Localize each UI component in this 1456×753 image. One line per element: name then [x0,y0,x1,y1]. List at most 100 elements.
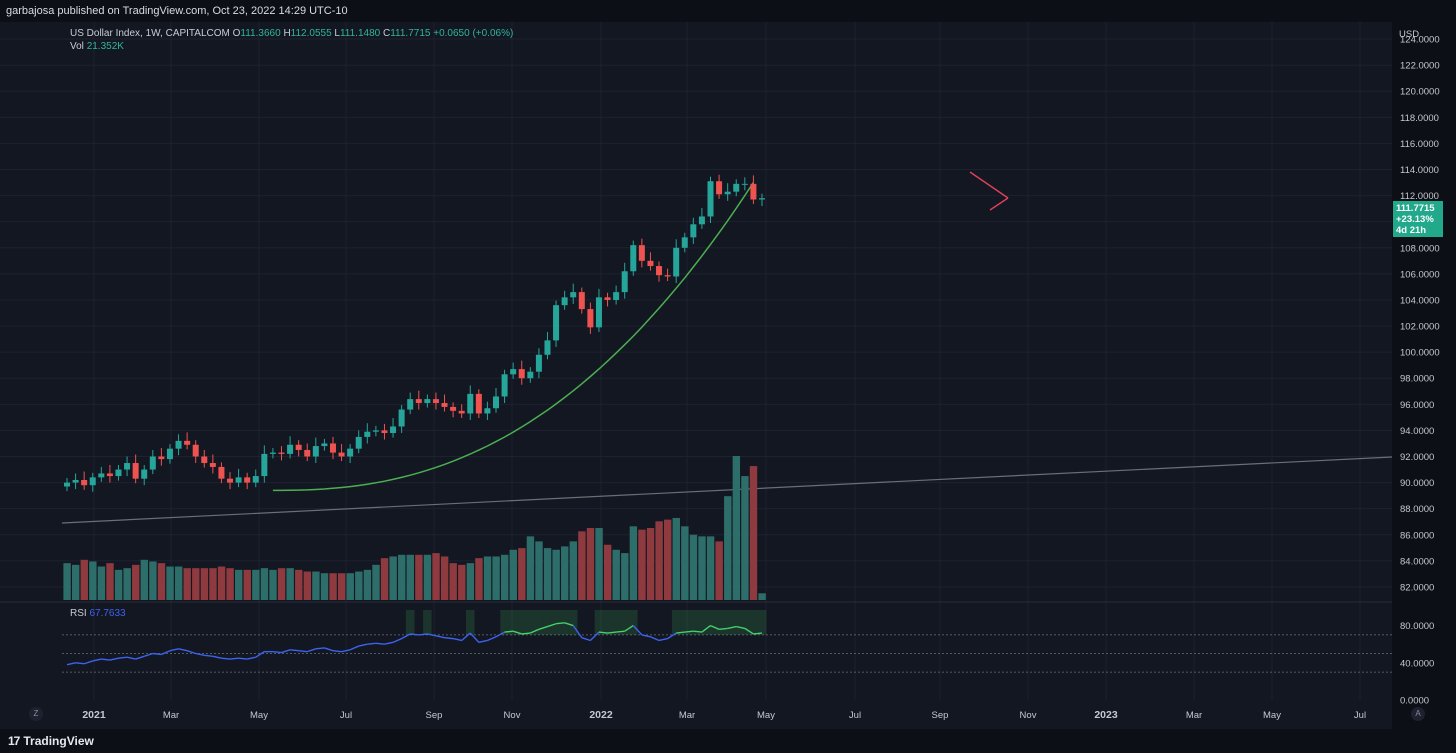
volume-bar [406,554,414,600]
support-curve-line [272,182,755,492]
candle-body [149,456,156,470]
rsi-segment [693,630,702,633]
candle-body [347,448,354,457]
candle-body [89,477,96,486]
candle-body [664,275,671,277]
price-tick-label: 112.0000 [1400,191,1439,202]
rsi-overbought-fill [740,610,750,635]
trend-line[interactable] [61,456,1393,524]
rsi-segment [427,633,437,637]
volume-bar [758,593,766,600]
price-tick-label: 94.0000 [1400,426,1434,437]
candle-body [252,476,259,483]
chart-background [0,22,1392,729]
volume-value: 21.352K [86,41,124,52]
time-tick-label: Mar [679,710,695,721]
candle-body [381,430,388,434]
triangle-pattern[interactable] [969,171,1009,211]
rsi-segment [272,650,282,654]
volume-bar [449,563,457,600]
rsi-overbought-fill [706,610,715,635]
rsi-segment [75,662,85,665]
candle-body [372,430,379,432]
rsi-overbought-fill [594,610,604,635]
rsi-segment [92,658,102,662]
volume-bar [492,556,500,600]
last-price-badge: 111.7715 +23.13% 4d 21h [1393,201,1443,237]
volume-bar [458,564,466,600]
rsi-segment [753,632,763,635]
support-curve[interactable] [272,182,755,492]
candle-body [244,477,251,483]
candle-body [621,271,628,293]
candle-body [192,444,199,457]
high-label: H [283,28,291,39]
volume-bar [363,569,372,600]
rsi-segment [66,662,76,666]
rsi-pane [0,601,1392,673]
rsi-segment [367,642,376,645]
rsi-segment [676,631,685,634]
rsi-overbought-fill [628,610,638,635]
rsi-segment [135,655,145,660]
candle-body [527,371,534,379]
rsi-segment [375,642,385,645]
rsi-overbought-fill [731,610,741,635]
volume-bar [732,456,741,600]
volume-bar [209,568,217,600]
high-value: 112.0555 [290,28,332,39]
rsi-overbought-fill [500,610,509,635]
candle-body [227,478,234,483]
candle-body [295,444,302,450]
rsi-segment [204,654,213,657]
candle-body [647,260,654,267]
volume-bar [415,554,423,600]
volume-bar [432,553,440,600]
tradingview-logo[interactable]: 17 TradingView [8,734,94,748]
volume-bar [724,496,732,600]
rsi-segment [221,657,231,660]
rsi-overbought-fill [714,610,724,635]
candle-body [707,181,714,217]
symbol-legend: US Dollar Index, 1W, CAPITALCOM O111.366… [70,28,513,39]
volume-bar [174,566,183,600]
volume-bar [303,571,312,600]
candle-body [432,399,439,404]
rsi-segment [469,632,480,643]
volume-bar [277,568,286,600]
rsi-segment [384,641,394,645]
candle-body [184,440,191,445]
volume-bar [518,548,526,600]
rsi-segment [641,634,651,638]
volume-bar [646,528,655,600]
volume-bar [466,563,475,600]
volume-bar [509,549,517,600]
price-tick-label: 100.0000 [1400,348,1440,359]
price-tick-label: 120.0000 [1400,87,1440,98]
rsi-segment [589,631,600,641]
rsi-overbought-fill [508,610,518,635]
candle-body [321,443,328,447]
auto-scale-button[interactable]: A [1411,707,1425,721]
rsi-segment [101,658,110,661]
price-tick-label: 104.0000 [1400,295,1440,306]
price-tick-label: 102.0000 [1400,322,1440,333]
time-axis[interactable]: 2021 Mar May Jul Sep Nov 2022 Mar May Jul Sep Nov 20… [82,709,1366,721]
candle-body [673,247,680,277]
bottom-bar: 17 TradingView [0,729,1456,753]
volume-bar [569,541,578,600]
price-tick-label: 84.0000 [1400,556,1434,567]
volume-bar [89,561,97,600]
zoom-button[interactable]: Z [29,707,43,721]
volume-bar [689,534,698,600]
rsi-legend: RSI 67.7633 [70,608,126,619]
rsi-segment [229,657,239,660]
volume-label: Vol [70,41,84,52]
volume-bar [183,568,191,600]
rsi-segment [169,648,179,652]
rsi-segment [521,632,531,635]
time-tick-label: Jul [340,710,352,721]
long-trend-line [61,456,1393,524]
